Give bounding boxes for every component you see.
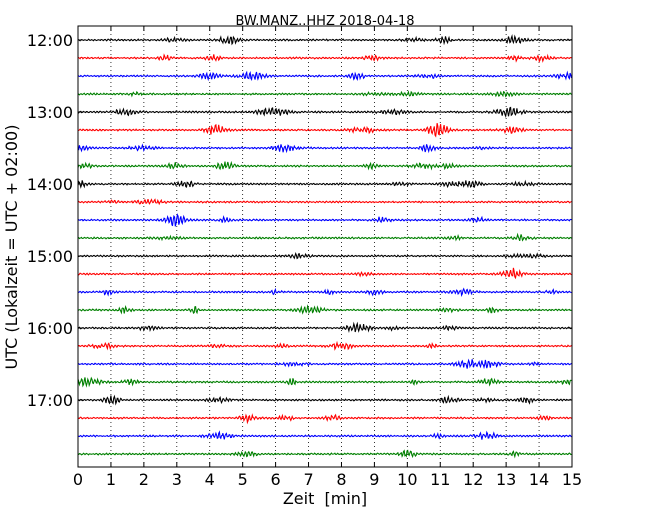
seismic-trace: [77, 106, 572, 119]
plot-frame: [77, 25, 573, 468]
seismic-trace: [77, 213, 572, 227]
x-tick-label: 11: [430, 470, 450, 489]
seismic-trace: [77, 34, 572, 46]
x-tick-label: 15: [562, 470, 582, 489]
x-tick-label: 8: [336, 470, 346, 489]
seismic-trace: [77, 123, 572, 138]
seismic-trace: [77, 143, 572, 154]
seismic-trace: [77, 70, 573, 82]
y-tick-label: 13:00: [27, 103, 73, 122]
chart-title: BW.MANZ..HHZ 2018-04-18: [235, 14, 414, 29]
seismic-trace: [77, 53, 572, 63]
x-axis-label: Zeit [min]: [283, 489, 367, 508]
seismic-trace: [77, 304, 572, 315]
x-tick-label: 7: [303, 470, 313, 489]
seismic-trace: [77, 358, 572, 370]
x-gridlines: [110, 26, 540, 467]
y-tick-label: 17:00: [27, 391, 73, 410]
seismic-traces: [77, 34, 573, 459]
y-axis-label: UTC (Lokalzeit = UTC + 02:00): [2, 125, 21, 370]
y-tick-label: 14:00: [27, 175, 73, 194]
seismic-trace: [77, 90, 572, 98]
seismic-trace: [77, 198, 572, 206]
y-tick-label: 12:00: [27, 31, 73, 50]
seismic-trace: [77, 340, 572, 351]
seismic-trace: [77, 160, 572, 171]
x-tick-label: 3: [172, 470, 182, 489]
seismic-trace: [77, 376, 572, 388]
seismic-trace: [77, 232, 572, 242]
y-axis-ticks: 12:00 13:00 14:00 15:00 16:00 17:00: [27, 31, 572, 410]
x-tick-label: 6: [271, 470, 281, 489]
x-tick-label: 1: [106, 470, 116, 489]
y-tick-label: 15:00: [27, 247, 73, 266]
seismic-trace: [77, 394, 572, 406]
seismic-trace: [77, 430, 572, 440]
seismic-trace: [77, 287, 572, 297]
x-tick-label: 9: [369, 470, 379, 489]
x-tick-label: 4: [205, 470, 215, 489]
x-tick-label: 12: [463, 470, 483, 489]
seismic-trace: [77, 321, 572, 333]
x-tick-label: 13: [496, 470, 516, 489]
x-axis-ticks: 0 1 2 3 4 5 6 7 8 9 10 11 12 13 14 15: [73, 26, 582, 489]
x-tick-label: 5: [238, 470, 248, 489]
x-tick-label: 14: [529, 470, 549, 489]
seismic-trace: [77, 179, 572, 189]
seismic-trace: [77, 267, 572, 280]
seismic-trace: [77, 413, 572, 425]
seismic-trace: [77, 252, 572, 260]
x-tick-label: 0: [73, 470, 83, 489]
seismic-trace: [77, 449, 572, 459]
x-tick-label: 10: [397, 470, 417, 489]
x-tick-label: 2: [139, 470, 149, 489]
y-tick-label: 16:00: [27, 319, 73, 338]
